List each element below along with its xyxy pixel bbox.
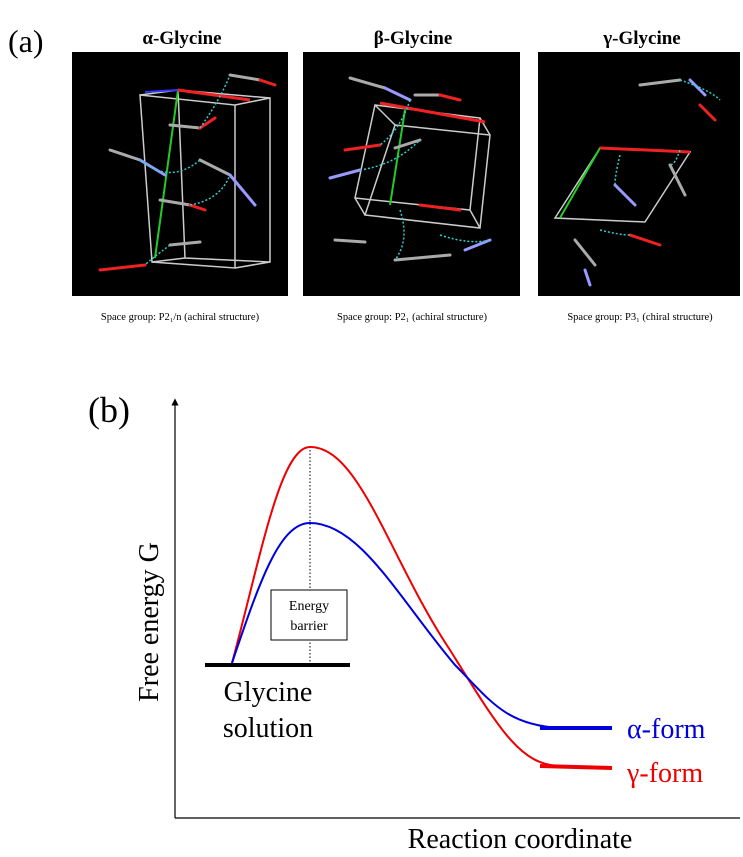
alpha-image — [72, 52, 288, 296]
alpha-label: α-form — [627, 714, 706, 745]
gamma-label: γ-form — [626, 758, 703, 789]
gamma-image — [538, 52, 740, 296]
figure: (a) α-Glycine β-Glycine γ-Glycine — [0, 0, 743, 857]
start-label: Glycine — [224, 677, 313, 708]
structure-title: α-Glycine — [142, 28, 221, 49]
panel-label: (b) — [88, 390, 130, 430]
beta-image — [303, 52, 520, 296]
structure-title: β-Glycine — [374, 28, 453, 49]
structure-caption: Space group: P2₁ (achiral structure) — [337, 312, 488, 323]
barrier-label: Energy — [289, 599, 329, 614]
panel-label: (a) — [8, 23, 44, 59]
structure-caption: Space group: P3₁ (chiral structure) — [567, 312, 713, 323]
structure-caption: Space group: P2₁/n (achiral structure) — [101, 312, 260, 323]
barrier-label: barrier — [290, 619, 328, 634]
start-label: solution — [223, 713, 313, 744]
x-axis-label: Reaction coordinate — [408, 824, 633, 855]
gamma-level — [540, 766, 612, 768]
structure-title: γ-Glycine — [602, 28, 680, 49]
y-axis-label: Free energy G — [134, 542, 165, 702]
